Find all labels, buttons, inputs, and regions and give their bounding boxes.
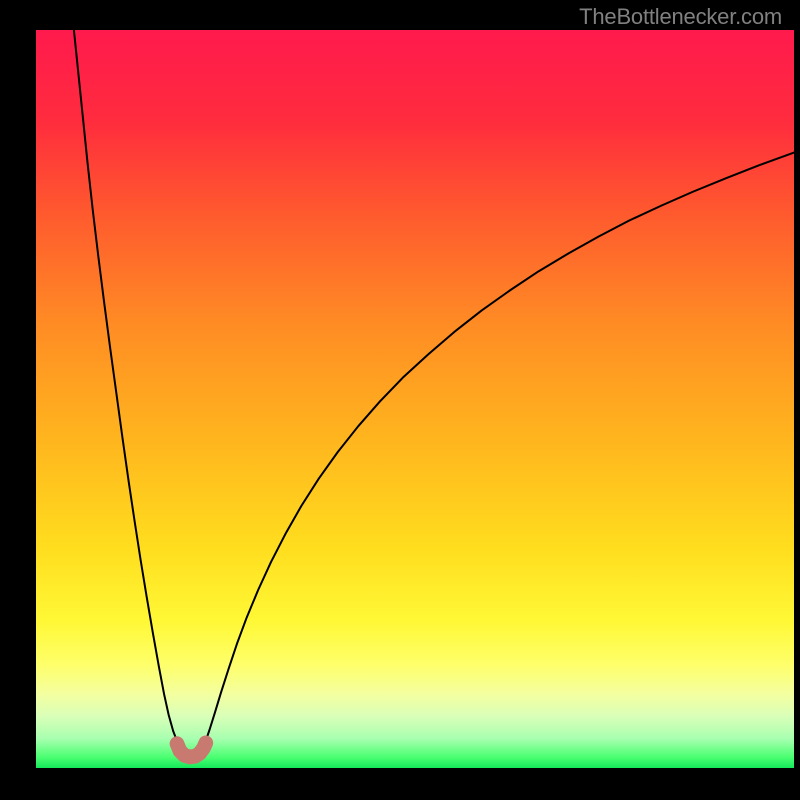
- watermark-text: TheBottlenecker.com: [579, 4, 782, 30]
- chart-container: TheBottlenecker.com: [0, 0, 800, 800]
- bottleneck-plot: [36, 30, 794, 768]
- gradient-background: [36, 30, 794, 768]
- bottleneck-marker-dot: [199, 736, 213, 750]
